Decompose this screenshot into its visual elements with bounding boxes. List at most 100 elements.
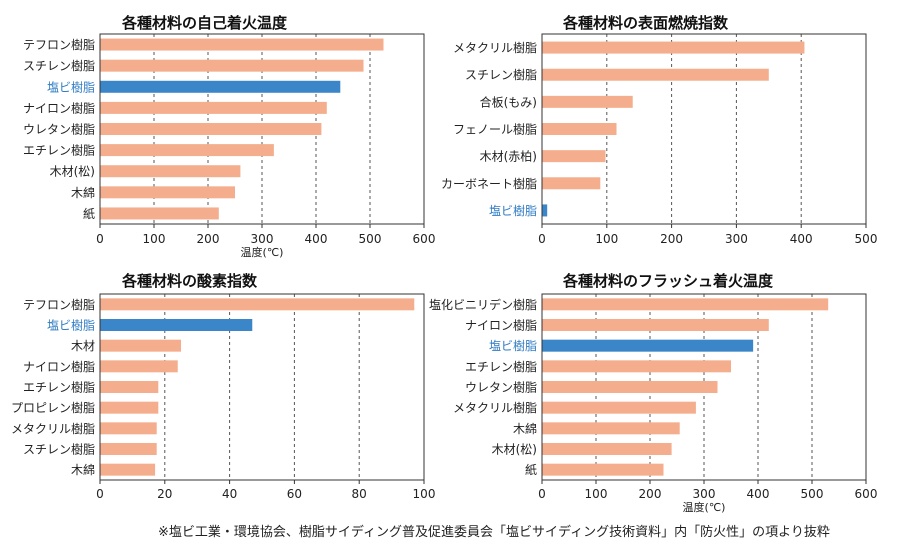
category-label: 木綿	[71, 186, 95, 200]
bar-highlight	[100, 319, 253, 331]
tick-label: 300	[251, 232, 274, 246]
category-label: 塩ビ樹脂	[47, 318, 95, 333]
bar-highlight	[542, 339, 754, 352]
bar	[100, 123, 322, 135]
chart-title: 各種材料の自己着火温度	[122, 14, 288, 32]
bar	[100, 144, 274, 157]
tick-label: 400	[790, 232, 813, 246]
tick-label: 0	[538, 232, 546, 246]
tick-label: 600	[413, 232, 436, 246]
bar	[542, 150, 606, 163]
category-label: ウレタン樹脂	[465, 380, 537, 395]
chart-title: 各種材料の酸素指数	[122, 272, 258, 290]
category-label: ナイロン樹脂	[465, 318, 537, 333]
bar	[542, 298, 829, 311]
category-label: 木綿	[513, 422, 537, 436]
bar	[542, 443, 672, 455]
bar	[542, 319, 769, 331]
category-label: スチレン樹脂	[23, 442, 95, 457]
bar	[100, 165, 241, 178]
category-label: エチレン樹脂	[23, 380, 95, 395]
bar	[542, 463, 664, 476]
plot-frame	[99, 293, 425, 481]
category-label: スチレン樹脂	[465, 67, 537, 82]
tick-label: 500	[855, 232, 878, 246]
category-label: 塩ビ樹脂	[489, 203, 537, 218]
category-label: エチレン樹脂	[23, 143, 95, 158]
tick-label: 80	[352, 487, 367, 501]
tick-label: 400	[305, 232, 328, 246]
tick-label: 200	[197, 232, 220, 246]
bar	[100, 298, 415, 311]
bar	[100, 443, 157, 455]
tick-label: 0	[538, 487, 546, 501]
tick-label: 100	[143, 232, 166, 246]
bar-highlight	[542, 204, 548, 217]
chart-title: 各種材料の表面燃焼指数	[563, 14, 729, 32]
category-label: 木材(松)	[50, 165, 95, 179]
bar	[542, 381, 718, 393]
tick-label: 600	[855, 487, 878, 501]
category-label: 塩ビ樹脂	[47, 79, 95, 94]
bar	[542, 41, 805, 54]
category-label: スチレン樹脂	[23, 58, 95, 73]
category-label: カーボネート樹脂	[441, 176, 537, 191]
bar	[100, 381, 159, 393]
tick-label: 300	[725, 232, 748, 246]
category-label: メタクリル樹脂	[453, 400, 537, 415]
category-label: ナイロン樹脂	[23, 100, 95, 115]
category-label: 紙	[83, 206, 95, 221]
bar	[100, 422, 157, 435]
category-label: 木材	[71, 339, 95, 353]
category-label: メタクリル樹脂	[453, 40, 537, 55]
tick-label: 60	[287, 487, 302, 501]
bar	[100, 38, 384, 51]
tick-label: 200	[660, 232, 683, 246]
x-axis-label: 温度(℃)	[683, 500, 726, 514]
tick-label: 400	[747, 487, 770, 501]
bar	[100, 186, 235, 199]
bar	[542, 177, 601, 190]
bar	[542, 95, 633, 108]
tick-label: 100	[413, 487, 436, 501]
tick-label: 100	[585, 487, 608, 501]
category-label: フェノール樹脂	[453, 122, 537, 137]
bar	[542, 401, 696, 414]
category-label: 紙	[525, 462, 537, 477]
bar	[100, 207, 219, 220]
category-label: テフロン樹脂	[23, 37, 95, 52]
tick-label: 0	[96, 487, 104, 501]
category-label: 塩化ビニリデン樹脂	[429, 297, 537, 312]
bar	[100, 401, 159, 414]
tick-label: 20	[157, 487, 172, 501]
x-axis-label: 温度(℃)	[241, 245, 284, 259]
tick-label: 500	[359, 232, 382, 246]
category-label: ナイロン樹脂	[23, 359, 95, 374]
bar-highlight	[100, 80, 341, 93]
tick-label: 40	[222, 487, 237, 501]
plot-frame	[541, 33, 867, 225]
category-label: ウレタン樹脂	[23, 122, 95, 137]
bar	[100, 360, 178, 373]
bar	[100, 463, 156, 476]
category-label: 木材(赤柏)	[480, 149, 537, 164]
category-label: 塩ビ樹脂	[489, 338, 537, 353]
tick-label: 100	[595, 232, 618, 246]
category-label: 木綿	[71, 463, 95, 477]
bar	[100, 59, 364, 72]
source-footnote: ※塩ビ工業・環境協会、樹脂サイディング普及促進委員会「塩ビサイディング技術資料」…	[158, 525, 830, 540]
category-label: プロピレン樹脂	[11, 400, 95, 415]
category-label: テフロン樹脂	[23, 297, 95, 312]
bar	[100, 339, 181, 352]
tick-label: 0	[96, 232, 104, 246]
tick-label: 300	[693, 487, 716, 501]
category-label: 木材(松)	[492, 443, 537, 457]
tick-label: 500	[801, 487, 824, 501]
tick-label: 200	[639, 487, 662, 501]
bar	[542, 123, 617, 135]
